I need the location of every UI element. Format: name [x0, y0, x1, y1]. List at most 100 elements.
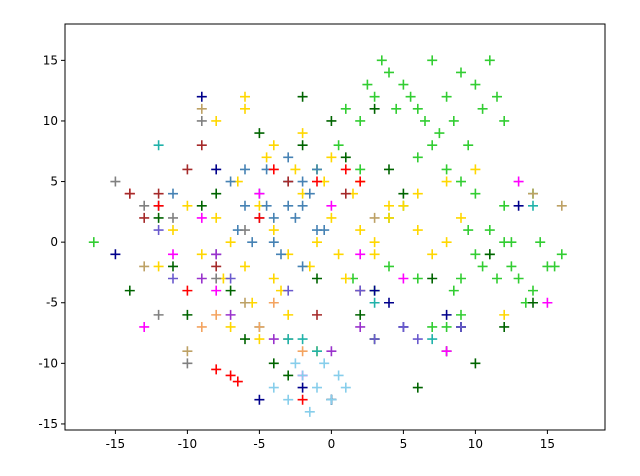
point — [196, 321, 207, 332]
point — [211, 188, 222, 199]
point — [225, 370, 236, 381]
point — [211, 273, 222, 284]
point — [261, 152, 272, 163]
point — [312, 164, 322, 175]
point — [463, 225, 474, 236]
point — [456, 67, 466, 78]
point — [290, 358, 301, 369]
point — [412, 334, 423, 345]
y-tick-label: 10 — [43, 114, 58, 128]
point — [456, 176, 466, 187]
point — [319, 358, 330, 369]
point — [340, 188, 351, 199]
point — [355, 164, 366, 175]
point — [211, 115, 222, 126]
point — [456, 321, 466, 332]
point — [492, 273, 502, 284]
point — [196, 249, 207, 260]
point — [182, 285, 193, 296]
point — [340, 382, 351, 393]
point — [153, 200, 164, 211]
point — [384, 212, 394, 223]
point — [139, 261, 150, 272]
point — [211, 364, 222, 375]
point — [283, 370, 294, 381]
point — [470, 358, 481, 369]
point — [369, 285, 380, 296]
point — [240, 91, 250, 102]
point — [182, 164, 193, 175]
point — [196, 140, 207, 151]
point — [268, 225, 279, 236]
point — [283, 152, 294, 163]
point — [355, 249, 366, 260]
point — [297, 334, 308, 345]
point — [340, 152, 351, 163]
point — [412, 273, 423, 284]
point — [240, 164, 250, 175]
point — [513, 176, 524, 187]
point — [340, 273, 351, 284]
point — [506, 261, 517, 272]
point — [384, 164, 394, 175]
point — [369, 297, 380, 308]
point — [484, 249, 495, 260]
point — [326, 394, 337, 405]
point — [211, 285, 222, 296]
y-tick-label: 0 — [50, 235, 58, 249]
point — [528, 200, 538, 211]
point — [297, 128, 308, 139]
point — [412, 225, 423, 236]
point — [297, 200, 308, 211]
point — [412, 152, 423, 163]
point — [441, 346, 452, 357]
plot-area — [88, 55, 567, 417]
point — [153, 261, 164, 272]
point — [434, 128, 445, 139]
point — [448, 115, 459, 126]
point — [448, 285, 459, 296]
point — [535, 237, 546, 248]
point — [153, 225, 164, 236]
point — [412, 382, 423, 393]
point — [484, 225, 495, 236]
point — [528, 297, 538, 308]
point — [355, 176, 366, 187]
point — [240, 200, 250, 211]
point — [211, 249, 222, 260]
point — [110, 176, 121, 187]
point — [355, 321, 366, 332]
point — [153, 212, 164, 223]
point — [499, 200, 510, 211]
point — [513, 200, 524, 211]
point — [254, 212, 265, 223]
point — [369, 334, 380, 345]
point — [312, 273, 322, 284]
point — [398, 79, 409, 90]
point — [384, 67, 394, 78]
point — [297, 370, 308, 381]
point — [283, 285, 294, 296]
point — [290, 164, 301, 175]
point — [326, 212, 337, 223]
point — [376, 55, 387, 66]
point — [369, 91, 380, 102]
point — [268, 212, 279, 223]
point — [369, 237, 380, 248]
point — [182, 346, 193, 357]
y-tick-label: 15 — [43, 53, 58, 67]
point — [211, 164, 222, 175]
point — [333, 249, 344, 260]
point — [463, 140, 474, 151]
point — [391, 103, 402, 114]
x-tick-label: 5 — [400, 437, 408, 451]
point — [506, 237, 517, 248]
point — [304, 188, 315, 199]
point — [355, 309, 366, 320]
point — [362, 79, 373, 90]
point — [369, 249, 380, 260]
point — [456, 212, 466, 223]
point — [283, 309, 294, 320]
point — [225, 309, 236, 320]
point — [268, 382, 279, 393]
